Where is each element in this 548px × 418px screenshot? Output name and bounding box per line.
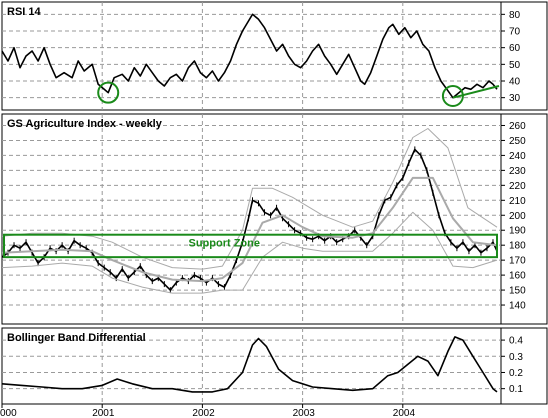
- y-axis-frame: [500, 327, 548, 405]
- panel-2: 140 150 160 170 180 190 200 210 220 230 240 250 260 S…: [1, 113, 548, 325]
- x-tick-label: 2003: [293, 408, 316, 418]
- x-tick-label: 000: [0, 408, 17, 418]
- panel-3: 0.1 0.2 0.3 0.4 Bollinger Band Differential: [1, 327, 548, 405]
- x-tick-label: 2002: [192, 408, 215, 418]
- panel-title: GS Agriculture Index - weekly: [7, 118, 163, 130]
- y-tick-label: 190: [509, 226, 526, 237]
- x-axis: 000 2001 2002 2003 2004: [0, 404, 415, 418]
- y-tick-label: 40: [509, 77, 521, 88]
- panel-title: Bollinger Band Differential: [7, 332, 146, 344]
- y-tick-label: 60: [509, 43, 521, 54]
- y-tick-label: 0.4: [509, 336, 523, 347]
- y-tick-label: 80: [509, 10, 521, 21]
- y-tick-label: 180: [509, 241, 526, 252]
- y-tick-label: 170: [509, 256, 526, 267]
- support-zone-box: [3, 233, 498, 259]
- lower-band-line: [1, 211, 498, 294]
- support-zone-label: Support Zone: [188, 238, 260, 250]
- y-tick-label: 0.2: [509, 368, 523, 379]
- panel-1: 30 40 50 60 70 80 RSI 14: [1, 1, 548, 111]
- upper-band-line: [1, 128, 498, 270]
- y-tick-label: 0.1: [509, 384, 523, 395]
- y-tick-label: 250: [509, 136, 526, 147]
- y-tick-label: 230: [509, 166, 526, 177]
- y-tick-label: 150: [509, 286, 526, 297]
- y-tick-label: 240: [509, 151, 526, 162]
- y-tick-label: 30: [509, 93, 521, 104]
- y-tick-label: 210: [509, 196, 526, 207]
- y-tick-label: 140: [509, 301, 526, 312]
- series-line: [1, 13, 498, 99]
- x-tick-label: 2004: [393, 408, 416, 418]
- y-tick-label: 50: [509, 60, 521, 71]
- y-axis-frame: [500, 113, 548, 325]
- y-tick-label: 70: [509, 27, 521, 38]
- x-tick-label: 2001: [92, 408, 115, 418]
- annotation-trendline: [452, 85, 500, 99]
- panel-frame: [1, 113, 502, 325]
- panel-frame: [1, 1, 502, 111]
- y-tick-label: 160: [509, 271, 526, 282]
- series-line: [1, 336, 498, 393]
- moving-average-line: [1, 176, 498, 283]
- annotation-circle: [97, 81, 120, 104]
- y-tick-label: 200: [509, 211, 526, 222]
- y-tick-label: 0.3: [509, 352, 523, 363]
- y-tick-label: 260: [509, 121, 526, 132]
- price-line: [1, 148, 498, 291]
- y-tick-label: 220: [509, 181, 526, 192]
- y-axis-frame: [500, 1, 548, 111]
- panel-title: RSI 14: [7, 6, 42, 18]
